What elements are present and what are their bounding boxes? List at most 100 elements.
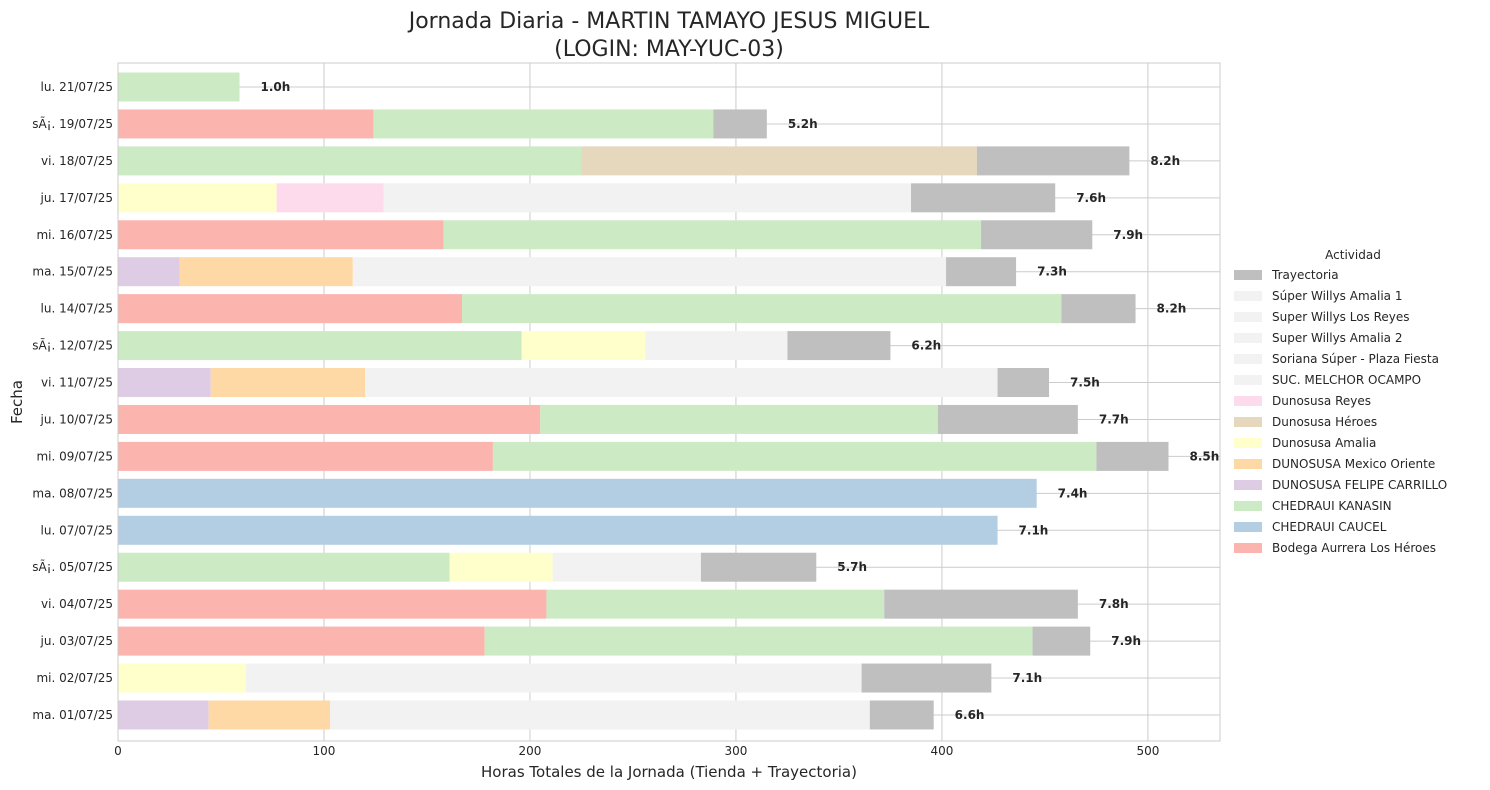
bar-segment [118,478,1037,508]
legend-swatch [1234,417,1262,427]
bar-segment [484,626,1033,656]
legend-label: Súper Willys Amalia 1 [1272,289,1402,303]
y-tick-label: lu. 21/07/25 [41,80,113,94]
bar-segment [118,404,541,434]
bar-total-label: 7.8h [1099,597,1129,611]
bar-segment [118,368,211,398]
bar-segment [492,441,1097,471]
y-tick-label: vi. 18/07/25 [41,154,113,168]
bar-segment [118,183,277,213]
legend-swatch [1234,396,1262,406]
bar-segment [118,515,998,545]
x-tick-label: 500 [1136,744,1159,758]
bar-segment [449,552,553,582]
bar-segment [365,368,998,398]
bar-segment [118,72,240,102]
y-tick-label: mi. 02/07/25 [36,671,113,685]
bar-segment [118,220,444,250]
bar-total-label: 7.9h [1111,634,1141,648]
bar-segment [118,146,582,176]
bar-total-label: 7.9h [1113,228,1143,242]
legend-label: CHEDRAUI KANASIN [1272,499,1392,513]
bar-segment [118,663,246,693]
x-tick-labels: 0 100 200 300 400 500 [114,744,1159,758]
bar-total-label: 7.3h [1037,265,1067,279]
legend-label: Super Willys Amalia 2 [1272,331,1402,345]
y-tick-label: sÃ¡. 19/07/25 [32,116,113,131]
bar-total-label: 1.0h [261,80,291,94]
legend-label: Bodega Aurrera Los Héroes [1272,541,1436,555]
bar-total-label: 5.2h [788,117,818,131]
y-tick-label: ju. 03/07/25 [40,634,113,648]
legend-swatch [1234,480,1262,490]
legend-swatch [1234,459,1262,469]
bar-segment [981,220,1093,250]
bar-total-label: 5.7h [837,560,867,574]
bar-segment [787,331,891,361]
legend-label: Dunosusa Héroes [1272,415,1377,429]
bar-segment [118,109,374,139]
bar-segment [540,404,938,434]
y-axis-label: Fecha [8,380,26,424]
y-tick-label: vi. 04/07/25 [41,597,113,611]
legend-swatch [1234,501,1262,511]
bar-segment [700,552,817,582]
x-axis-label: Horas Totales de la Jornada (Tienda + Tr… [481,763,857,781]
bar-segment [118,589,547,619]
chart-title: Jornada Diaria - MARTIN TAMAYO JESUS MIG… [407,9,930,34]
bar-segment [976,146,1130,176]
bar-total-label: 7.7h [1099,412,1129,426]
bar-segment [713,109,767,139]
legend-swatch [1234,438,1262,448]
y-tick-label: sÃ¡. 05/07/25 [32,559,113,574]
bar-total-label: 7.4h [1058,486,1088,500]
y-tick-label: mi. 09/07/25 [36,449,113,463]
legend-swatch [1234,543,1262,553]
legend-label: DUNOSUSA FELIPE CARRILLO [1272,478,1447,492]
bar-segment [869,700,934,730]
bar-segment [383,183,912,213]
bar-segment [581,146,977,176]
bar-total-label: 7.1h [1012,671,1042,685]
legend-swatch [1234,291,1262,301]
y-tick-label: sÃ¡. 12/07/25 [32,338,113,353]
bar-total-label: 8.2h [1150,154,1180,168]
bar-total-label: 7.1h [1019,523,1049,537]
bar-segment [330,700,870,730]
bar-segment [946,257,1017,287]
bar-segment [118,626,485,656]
x-tick-label: 300 [724,744,747,758]
y-tick-label: lu. 07/07/25 [41,523,113,537]
bar-segment [1096,441,1169,471]
bar-segment [552,552,701,582]
legend-swatch [1234,333,1262,343]
legend-label: Trayectoria [1271,268,1339,282]
y-tick-label: mi. 16/07/25 [36,228,113,242]
bar-segment [884,589,1078,619]
legend-label: Dunosusa Reyes [1272,394,1371,408]
legend-swatch [1234,522,1262,532]
bar-segment [443,220,982,250]
legend-label: Super Willys Los Reyes [1272,310,1410,324]
bar-segment [208,700,331,730]
bar-segment [210,368,366,398]
bar-segment [1061,294,1136,324]
bar-segment [373,109,714,139]
bar-segment [911,183,1056,213]
y-tick-label: ju. 17/07/25 [40,191,113,205]
bar-segment [861,663,992,693]
y-tick-label: ma. 15/07/25 [32,265,113,279]
total-labels: 1.0h 5.2h 8.2h 7.6h 7.9h 7.3h 8.2h 6.2h 7.5h 7.7h… [261,80,1220,722]
legend-title: Actividad [1325,248,1381,262]
bar-total-label: 7.6h [1076,191,1106,205]
legend-swatch [1234,375,1262,385]
bar-total-label: 8.2h [1157,302,1187,316]
legend-label: Dunosusa Amalia [1272,436,1376,450]
bar-segment [118,552,450,582]
chart-subtitle: (LOGIN: MAY-YUC-03) [554,37,784,62]
bar-segment [118,441,493,471]
bar-segment [276,183,384,213]
bar-segment [521,331,646,361]
bar-segment [461,294,1062,324]
